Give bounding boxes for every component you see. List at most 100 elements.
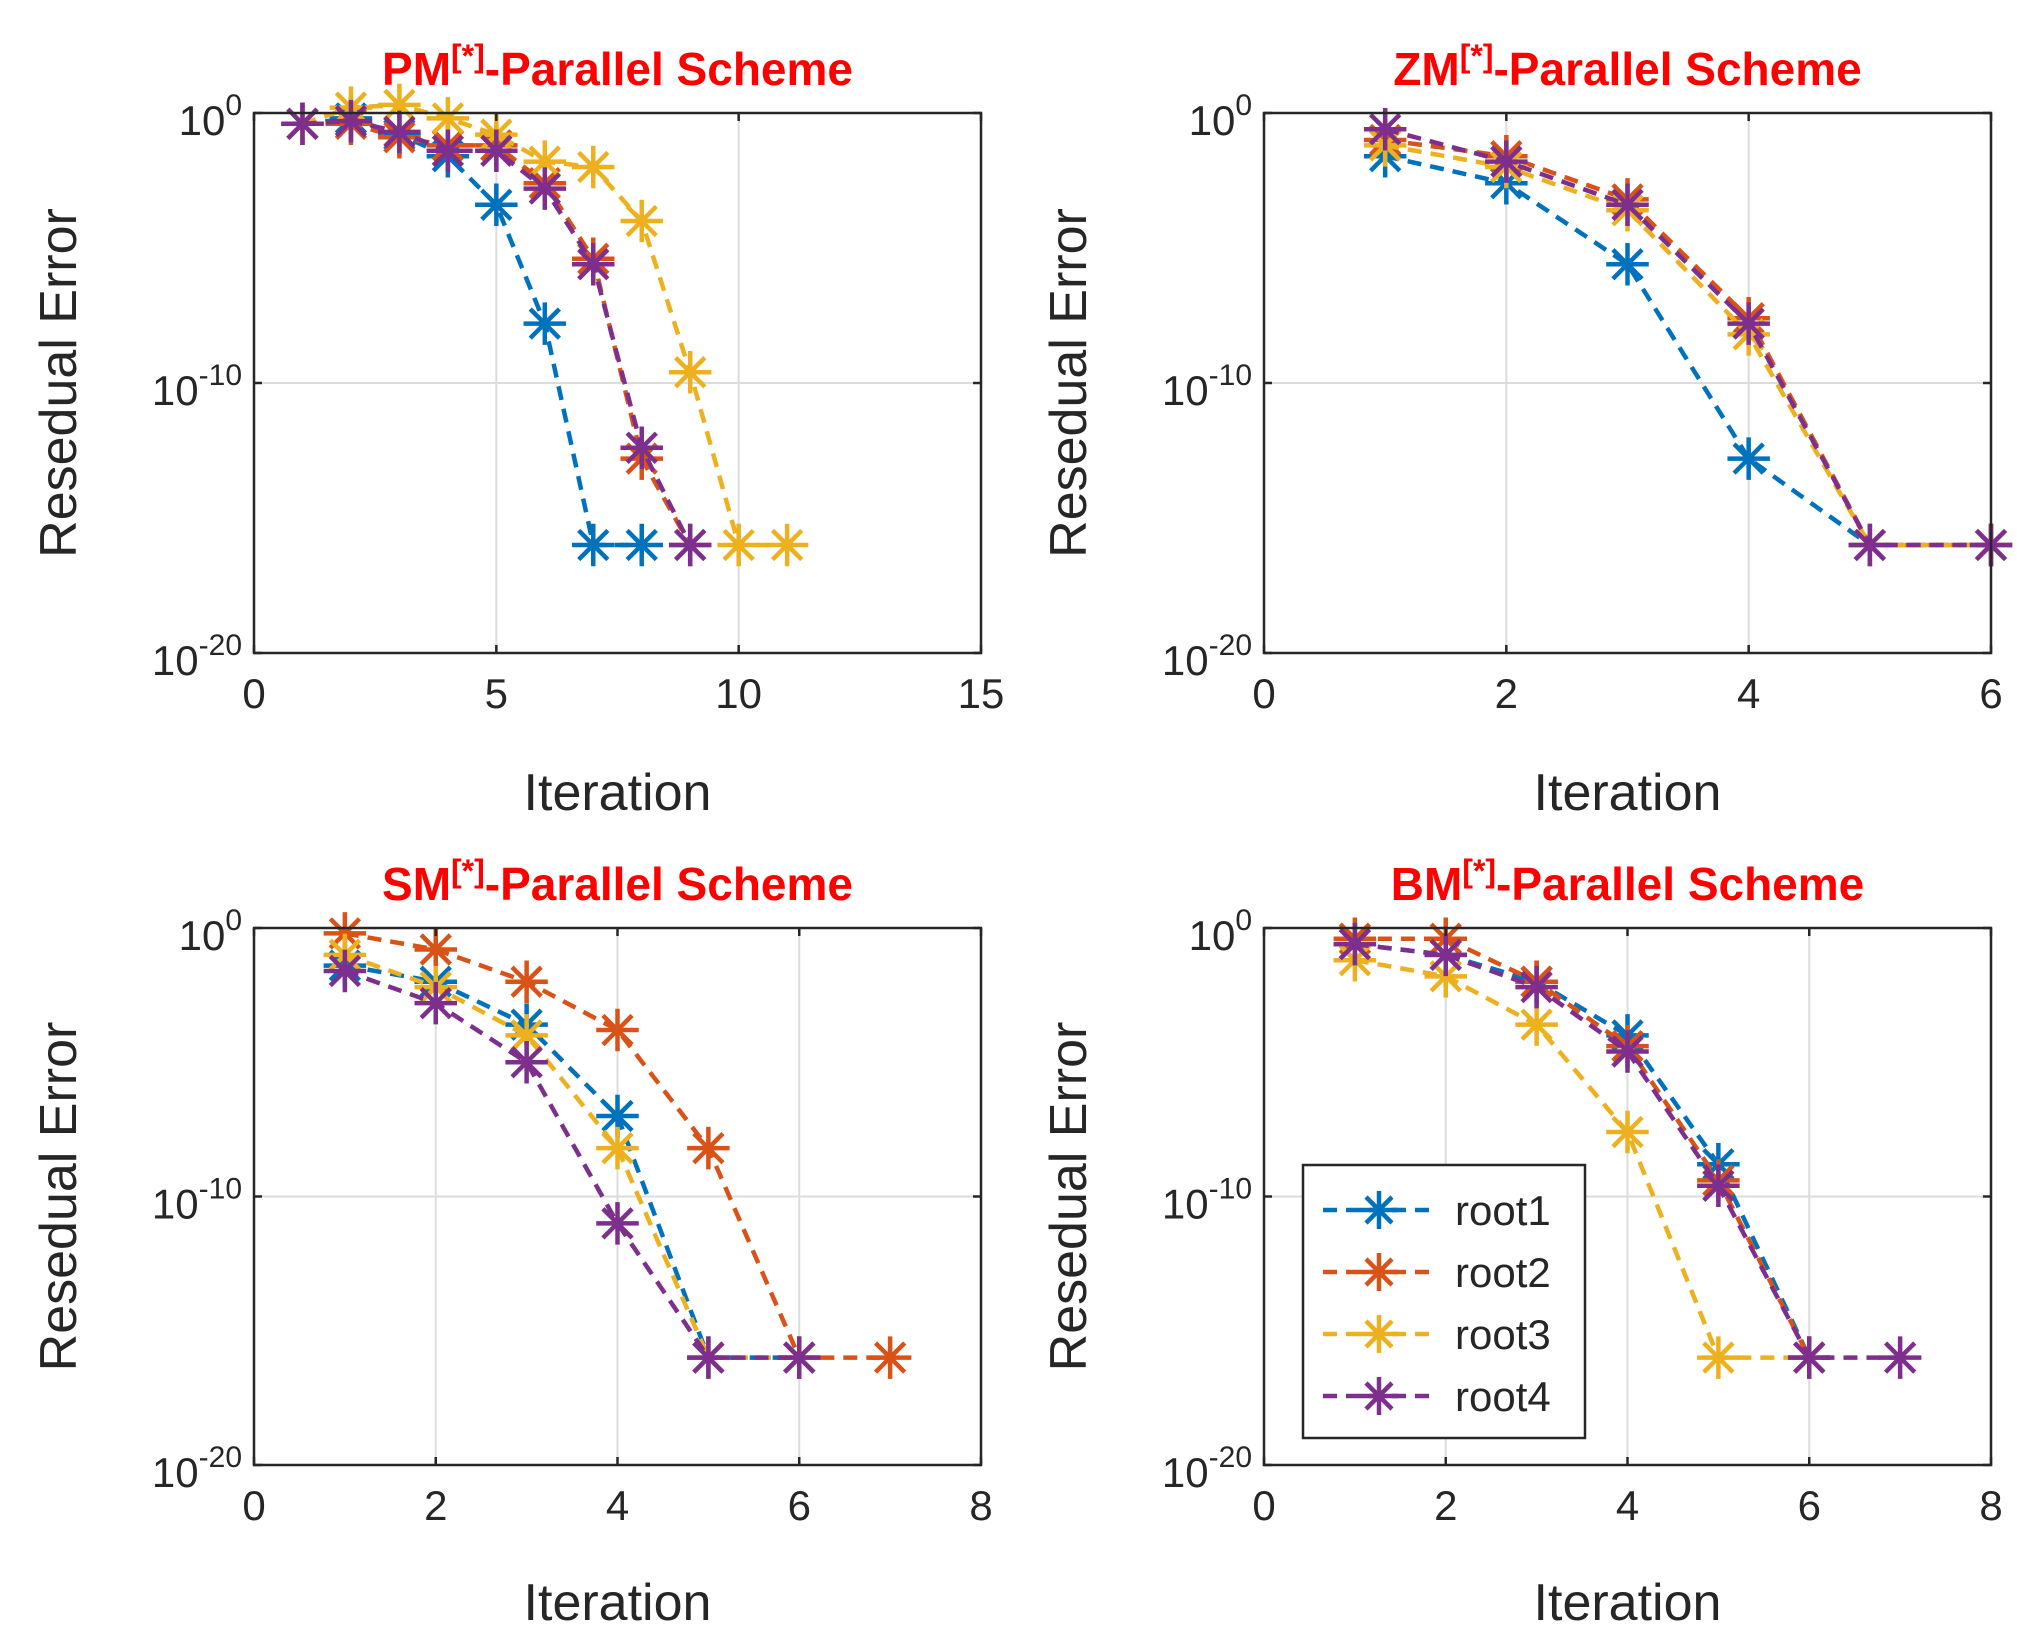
y-tick-exponent: -10 xyxy=(1209,1173,1252,1206)
y-tick-label: 10-10 xyxy=(152,1173,242,1228)
data-point-root3 xyxy=(717,523,760,567)
y-tick-label: 10-10 xyxy=(152,359,242,414)
chart-title-sup: [*] xyxy=(451,853,485,889)
data-point-root3 xyxy=(765,523,809,567)
data-point-root2 xyxy=(323,912,367,955)
legend-entry-root1: root1 xyxy=(1323,1187,1551,1234)
legend-marker xyxy=(1360,1377,1398,1415)
chart-title-main: BM xyxy=(1391,858,1463,910)
x-tick-label: 2 xyxy=(1495,670,1518,717)
series-root4 xyxy=(323,949,821,1379)
x-tick-label: 5 xyxy=(485,670,508,717)
data-point-root4 xyxy=(1485,140,1528,183)
x-tick-label: 10 xyxy=(715,670,762,717)
x-tick-label: 4 xyxy=(1616,1482,1639,1529)
y-tick-exponent: 0 xyxy=(1235,904,1252,937)
y-tick-label: 100 xyxy=(1189,89,1252,144)
data-point-root3 xyxy=(572,145,615,189)
legend: root1 root2 root3 root4 xyxy=(1301,1163,1587,1440)
data-point-root3 xyxy=(378,83,421,127)
y-tick-base: 10 xyxy=(1162,367,1209,414)
data-point-root4 xyxy=(572,242,615,286)
x-tick-label: 4 xyxy=(1737,670,1760,717)
y-tick-label: 100 xyxy=(1189,904,1252,959)
y-tick-base: 10 xyxy=(179,912,226,959)
x-tick-label: 6 xyxy=(1798,1482,1821,1529)
data-point-root4 xyxy=(687,1336,730,1379)
chart-title-rest: -Parallel Scheme xyxy=(1493,43,1861,95)
data-point-root2 xyxy=(687,1126,730,1170)
y-tick-exponent: -20 xyxy=(1209,1441,1252,1474)
data-point-root4 xyxy=(329,99,373,143)
x-tick-label: 0 xyxy=(1252,1482,1275,1529)
data-point-root1 xyxy=(596,1094,639,1138)
y-tick-label: 10-20 xyxy=(152,1441,242,1496)
data-point-root4 xyxy=(1606,183,1649,227)
y-tick-base: 10 xyxy=(152,367,199,414)
y-tick-base: 10 xyxy=(152,637,199,684)
y-tick-base: 10 xyxy=(1189,97,1236,144)
y-tick-exponent: 0 xyxy=(1235,89,1252,122)
x-tick-label: 8 xyxy=(969,1482,992,1529)
chart-title-rest: -Parallel Scheme xyxy=(485,43,853,95)
legend-entry-root4: root4 xyxy=(1323,1373,1551,1420)
data-point-root3 xyxy=(620,199,663,243)
y-tick-label: 10-20 xyxy=(1162,1441,1252,1496)
data-point-root1 xyxy=(1606,242,1649,286)
x-tick-label: 8 xyxy=(1979,1482,2002,1529)
y-tick-exponent: -20 xyxy=(199,1441,242,1474)
data-point-root4 xyxy=(620,426,663,470)
data-point-root4 xyxy=(668,523,712,567)
y-tick-label: 100 xyxy=(1189,89,1252,144)
y-tick-label: 10-10 xyxy=(1162,1173,1252,1228)
y-axis-label: Resedual Error xyxy=(30,1022,88,1372)
y-tick-exponent: -10 xyxy=(199,1173,242,1206)
data-point-root4 xyxy=(1363,107,1407,151)
y-tick-exponent: -10 xyxy=(199,359,242,392)
series-line-root1 xyxy=(344,963,800,1360)
data-point-root2 xyxy=(596,1008,639,1052)
legend-label: root4 xyxy=(1455,1373,1551,1420)
series-line-root3 xyxy=(1354,957,1810,1360)
legend-label: root2 xyxy=(1455,1249,1551,1296)
chart-title-main: PM xyxy=(382,43,451,95)
legend-entry-root3: root3 xyxy=(1323,1311,1551,1358)
x-tick-label: 0 xyxy=(242,670,265,717)
data-point-root4 xyxy=(1878,1336,1922,1379)
legend-marker xyxy=(1360,1253,1398,1291)
data-point-root1 xyxy=(523,302,567,345)
data-point-root3 xyxy=(1697,1336,1740,1379)
y-tick-label: 10-20 xyxy=(1162,1441,1252,1496)
data-point-root4 xyxy=(778,1336,821,1379)
y-tick-exponent: -20 xyxy=(199,629,242,662)
data-point-root4 xyxy=(1788,1336,1831,1379)
data-point-root3 xyxy=(505,1014,548,1057)
y-tick-label: 10-10 xyxy=(152,1173,242,1228)
y-tick-label: 100 xyxy=(179,904,242,959)
data-point-root3 xyxy=(1606,1110,1649,1154)
x-tick-label: 2 xyxy=(424,1482,447,1529)
data-point-root4 xyxy=(523,167,567,210)
y-tick-label: 10-10 xyxy=(152,359,242,414)
y-tick-base: 10 xyxy=(1162,637,1209,684)
data-point-root4 xyxy=(1848,523,1892,567)
data-point-root4 xyxy=(323,949,367,993)
chart-title: BM[*]-Parallel Scheme xyxy=(1391,853,1865,910)
data-point-root3 xyxy=(1424,955,1467,998)
series-root4 xyxy=(281,99,712,567)
data-point-root2 xyxy=(414,928,457,971)
chart-title: ZM[*]-Parallel Scheme xyxy=(1393,38,1861,95)
data-point-root4 xyxy=(414,981,457,1025)
y-tick-exponent: -20 xyxy=(1209,629,1252,662)
y-tick-exponent: 0 xyxy=(225,89,242,122)
x-tick-label: 6 xyxy=(1979,670,2002,717)
x-axis-label: Iteration xyxy=(1534,1574,1722,1632)
y-tick-label: 10-20 xyxy=(1162,629,1252,684)
x-tick-label: 15 xyxy=(958,670,1005,717)
legend-marker xyxy=(1360,1315,1398,1353)
y-tick-base: 10 xyxy=(1162,1181,1209,1228)
data-point-root4 xyxy=(281,102,324,146)
